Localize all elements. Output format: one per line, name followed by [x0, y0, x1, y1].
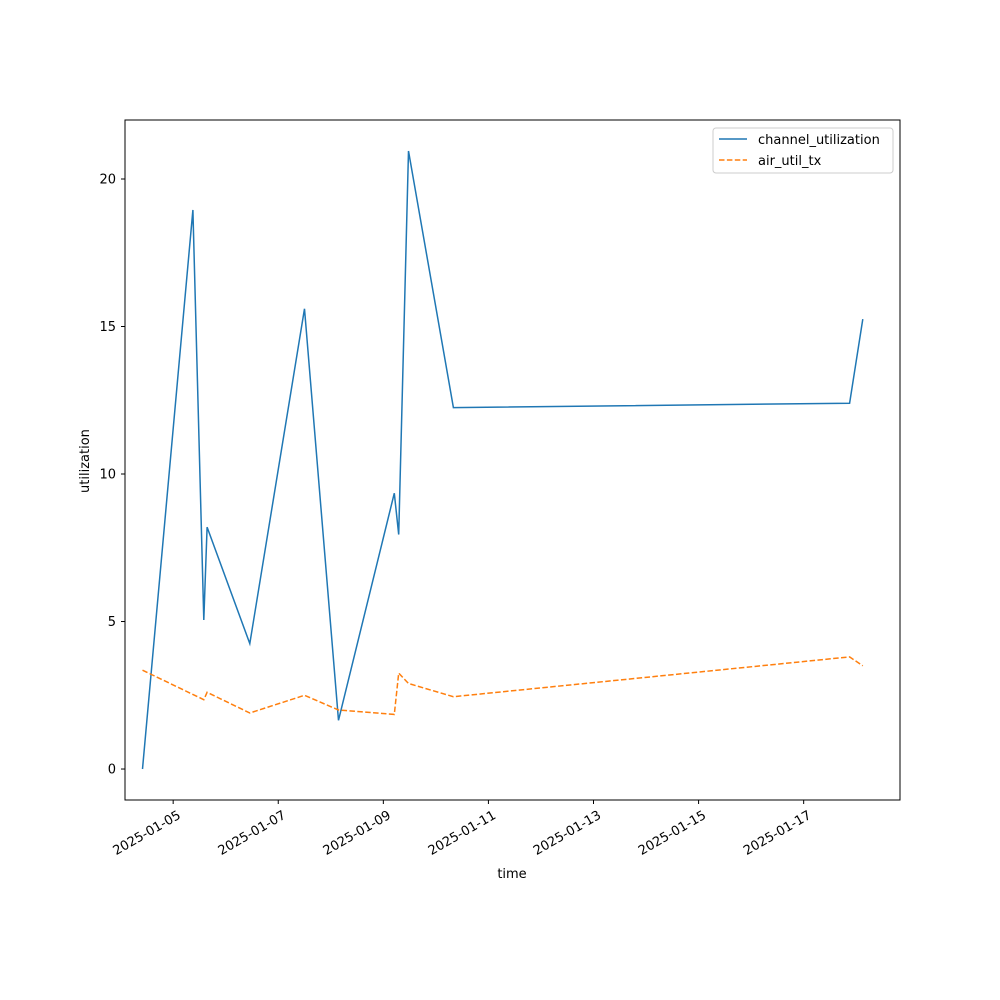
y-axis-label: utilization	[78, 429, 93, 493]
legend: channel_utilization air_util_tx	[712, 127, 894, 174]
plot-frame	[124, 119, 901, 801]
legend-label-channel-utilization: channel_utilization	[758, 133, 880, 148]
legend-label-air-util-tx: air_util_tx	[758, 154, 822, 169]
y-tick-label: 0	[108, 763, 116, 778]
y-tick-label: 5	[108, 615, 116, 630]
y-axis: 0 5 10 15 20	[99, 173, 125, 778]
legend-box	[712, 127, 894, 174]
y-tick-label: 10	[99, 468, 116, 483]
series-layer	[141, 150, 864, 770]
y-tick-label: 20	[99, 173, 116, 188]
y-tick-label: 15	[99, 320, 116, 335]
series-line-air-util-tx	[142, 656, 864, 716]
x-axis-label: time	[497, 867, 526, 882]
